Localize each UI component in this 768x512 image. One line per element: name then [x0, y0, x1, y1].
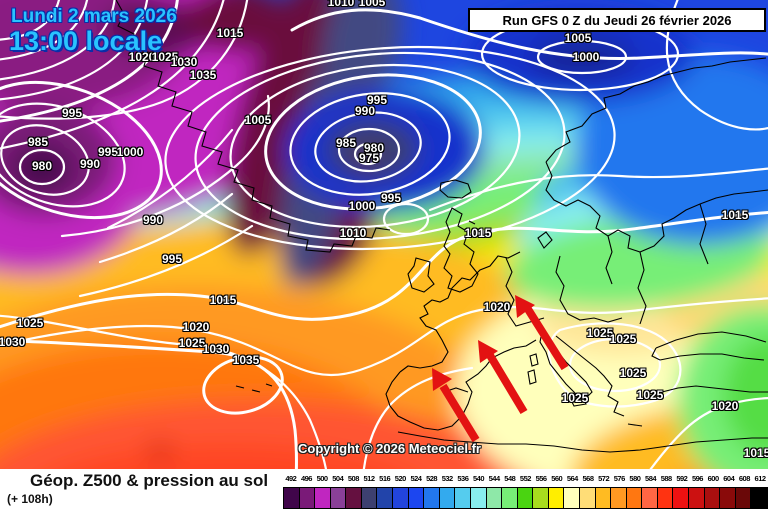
- legend-tick: 500: [316, 474, 329, 483]
- legend-cell: [486, 488, 503, 508]
- flow-arrows: [432, 295, 569, 443]
- legend-tick: 576: [613, 474, 626, 483]
- map-title: Géop. Z500 & pression au sol: [30, 471, 269, 490]
- legend-tick: 556: [535, 474, 548, 483]
- legend-tick: 604: [723, 474, 735, 483]
- legend-tick: 540: [473, 474, 485, 483]
- copyright-label: Copyright © 2026 Meteociel.fr: [298, 441, 481, 456]
- legend-cell-row: [283, 487, 768, 509]
- legend-tick: 608: [738, 474, 751, 483]
- legend-tick: 548: [504, 474, 516, 483]
- legend-cell: [579, 488, 596, 508]
- footer-bar: Géop. Z500 & pression au sol (+ 108h) 49…: [0, 469, 768, 512]
- legend-tick: 552: [519, 474, 532, 483]
- run-info-box: Run GFS 0 Z du Jeudi 26 février 2026: [468, 8, 766, 32]
- legend-tick: 588: [660, 474, 673, 483]
- legend-tick: 568: [582, 474, 594, 483]
- legend-tick: 508: [347, 474, 360, 483]
- legend-cell: [361, 488, 378, 508]
- flow-arrow-middle: [478, 340, 528, 415]
- flow-arrow-left: [432, 368, 480, 443]
- legend-tick: 504: [332, 474, 344, 483]
- legend-cell: [673, 488, 690, 508]
- legend-tick: 536: [457, 474, 469, 483]
- legend-tick: 596: [691, 474, 704, 483]
- legend-cell: [408, 488, 425, 508]
- legend-cell: [470, 488, 487, 508]
- legend-cell: [611, 488, 627, 508]
- legend-tick: 600: [707, 474, 720, 483]
- legend-tick: 512: [363, 474, 376, 483]
- z500-fill-blobs: [0, 0, 768, 469]
- legend-tick: 492: [285, 474, 297, 483]
- legend-cell: [284, 488, 300, 508]
- map-canvas: 995 985 980 990 995 1000 1015 1020 1025 1030 1035 1…: [0, 0, 768, 469]
- legend-cell: [517, 488, 534, 508]
- legend-cell: [455, 488, 471, 508]
- legend-tick: 564: [566, 474, 579, 483]
- coastlines: [115, 0, 768, 453]
- legend-cell: [595, 488, 612, 508]
- date-label: Lundi 2 mars 2026: [11, 6, 177, 27]
- legend-cell: [626, 488, 643, 508]
- legend-cell: [424, 488, 440, 508]
- legend-tick: 528: [426, 474, 438, 483]
- legend-cell: [377, 488, 394, 508]
- legend-tick: 496: [300, 474, 313, 483]
- legend-tick: 612: [754, 474, 767, 483]
- legend-tick: 560: [551, 474, 563, 483]
- legend-tick: 532: [441, 474, 454, 483]
- legend-cell: [689, 488, 705, 508]
- flow-arrow-right: [515, 295, 569, 371]
- lead-time-label: (+ 108h): [7, 492, 53, 506]
- legend-cell: [720, 488, 736, 508]
- legend-cell: [315, 488, 331, 508]
- color-scale-legend: 492 496 500 504 508 512 516 520 524 528 532 536 540 5…: [283, 474, 768, 512]
- legend-tick: 520: [394, 474, 407, 483]
- legend-cell: [642, 488, 658, 508]
- legend-cell: [735, 488, 752, 508]
- legend-tick: 584: [645, 474, 657, 483]
- legend-tick-row: 492 496 500 504 508 512 516 520 524 528 532 536 540 5…: [283, 474, 768, 485]
- legend-cell: [751, 488, 767, 508]
- legend-cell: [502, 488, 518, 508]
- legend-tick: 592: [676, 474, 688, 483]
- map-graphic: [0, 0, 768, 469]
- legend-cell: [533, 488, 549, 508]
- legend-tick: 516: [379, 474, 391, 483]
- legend-cell: [330, 488, 347, 508]
- legend-cell: [439, 488, 456, 508]
- legend-cell: [548, 488, 565, 508]
- legend-tick: 524: [410, 474, 422, 483]
- legend-cell: [393, 488, 409, 508]
- legend-cell: [346, 488, 362, 508]
- legend-tick: 544: [488, 474, 501, 483]
- legend-cell: [299, 488, 316, 508]
- run-info-label: Run GFS 0 Z du Jeudi 26 février 2026: [502, 12, 732, 28]
- legend-cell: [564, 488, 580, 508]
- legend-tick: 580: [629, 474, 641, 483]
- legend-cell: [704, 488, 721, 508]
- time-label: 13:00 locale: [9, 26, 163, 56]
- legend-tick: 572: [598, 474, 610, 483]
- legend-cell: [657, 488, 674, 508]
